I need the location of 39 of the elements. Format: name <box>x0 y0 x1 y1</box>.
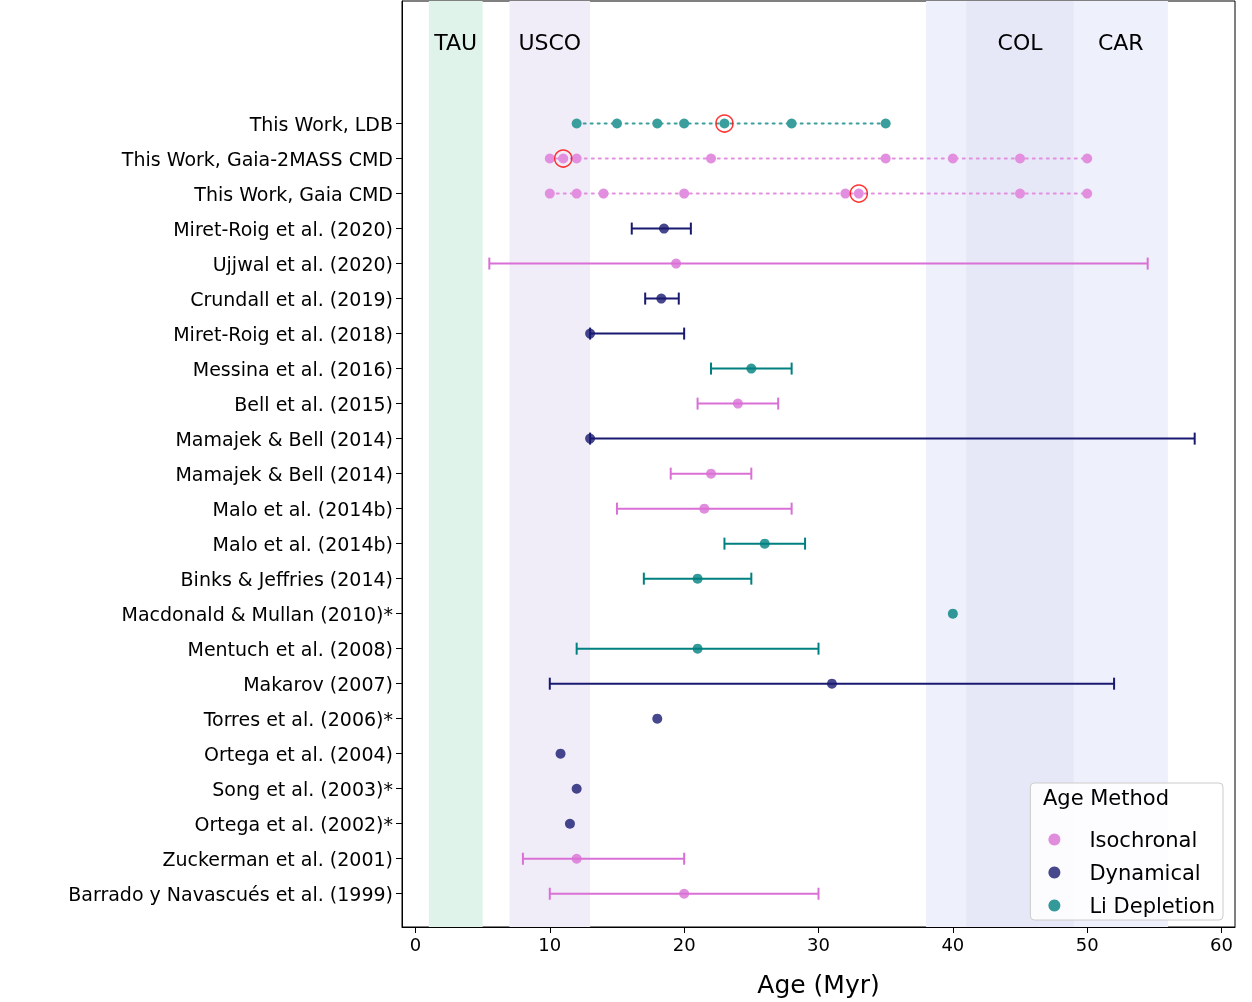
y-tick-label: Malo et al. (2014b) <box>212 532 393 555</box>
y-tick-label: Makarov (2007) <box>243 672 393 695</box>
y-tick-label: Mamajek & Bell (2014) <box>175 462 393 485</box>
band-label: CAR <box>1097 29 1144 55</box>
y-tick-label: Messina et al. (2016) <box>192 357 393 380</box>
y-tick-label: This Work, LDB <box>248 112 393 135</box>
y-tick-label: Crundall et al. (2019) <box>190 287 393 310</box>
legend-label: Isochronal <box>1089 827 1198 852</box>
y-tick-label: Miret-Roig et al. (2020) <box>173 217 393 240</box>
y-tick-label: Ortega et al. (2002)* <box>194 812 393 835</box>
y-tick-label: Miret-Roig et al. (2018) <box>173 322 393 345</box>
x-axis-title: Age (Myr) <box>757 970 880 999</box>
x-tick-label: 0 <box>409 933 422 955</box>
x-tick-label: 10 <box>538 933 562 955</box>
y-tick-label: Ujjwal et al. (2020) <box>212 252 393 275</box>
band-label: TAU <box>433 29 478 55</box>
x-tick-label: 20 <box>672 933 696 955</box>
legend-label: Li Depletion <box>1089 893 1216 918</box>
y-tick-label: Mamajek & Bell (2014) <box>175 427 393 450</box>
y-tick-label: Bell et al. (2015) <box>234 392 393 415</box>
y-tick-label: This Work, Gaia CMD <box>193 182 393 205</box>
y-tick-label: Mentuch et al. (2008) <box>187 637 393 660</box>
y-tick-label: Malo et al. (2014b) <box>212 497 393 520</box>
y-tick-label: Zuckerman et al. (2001) <box>162 847 393 870</box>
x-tick-label: 40 <box>941 933 965 955</box>
band-label: COL <box>997 29 1044 55</box>
y-tick-label: Torres et al. (2006)* <box>202 707 393 730</box>
legend-title: Age Method <box>1042 785 1170 810</box>
y-tick-label: Song et al. (2003)* <box>212 777 393 800</box>
x-tick-label: 60 <box>1210 933 1234 955</box>
x-tick-label: 30 <box>807 933 830 955</box>
x-tick-label: 50 <box>1075 933 1099 955</box>
legend-label: Dynamical <box>1089 860 1201 885</box>
y-tick-label: This Work, Gaia-2MASS CMD <box>120 147 393 170</box>
y-tick-label: Barrado y Navascués et al. (1999) <box>68 882 393 905</box>
band-label: USCO <box>518 29 582 55</box>
y-tick-label: Binks & Jeffries (2014) <box>180 567 393 590</box>
y-tick-label: Macdonald & Mullan (2010)* <box>121 602 393 625</box>
y-tick-label: Ortega et al. (2004) <box>203 742 393 765</box>
